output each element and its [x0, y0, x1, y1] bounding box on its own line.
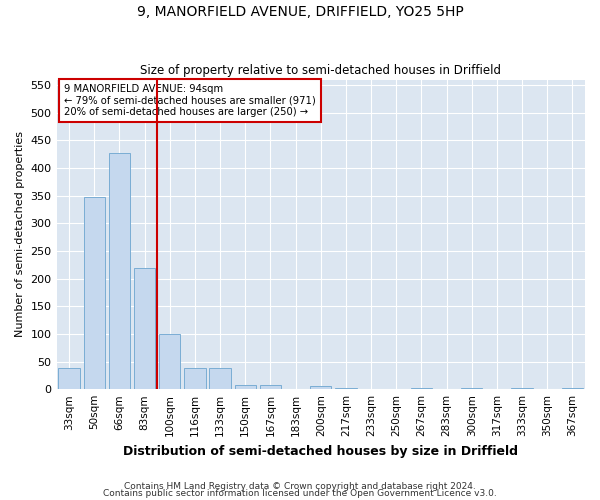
- Bar: [159, 334, 181, 389]
- Y-axis label: Number of semi-detached properties: Number of semi-detached properties: [15, 132, 25, 338]
- Bar: [109, 152, 130, 389]
- Bar: [184, 368, 206, 389]
- Text: 9, MANORFIELD AVENUE, DRIFFIELD, YO25 5HP: 9, MANORFIELD AVENUE, DRIFFIELD, YO25 5H…: [137, 5, 463, 19]
- Bar: [310, 386, 331, 389]
- X-axis label: Distribution of semi-detached houses by size in Driffield: Distribution of semi-detached houses by …: [123, 444, 518, 458]
- Text: 9 MANORFIELD AVENUE: 94sqm
← 79% of semi-detached houses are smaller (971)
20% o: 9 MANORFIELD AVENUE: 94sqm ← 79% of semi…: [64, 84, 316, 117]
- Bar: [511, 388, 533, 389]
- Bar: [134, 268, 155, 389]
- Title: Size of property relative to semi-detached houses in Driffield: Size of property relative to semi-detach…: [140, 64, 501, 77]
- Bar: [209, 368, 231, 389]
- Bar: [260, 385, 281, 389]
- Bar: [58, 368, 80, 389]
- Bar: [461, 388, 482, 389]
- Bar: [562, 388, 583, 389]
- Bar: [335, 388, 356, 389]
- Text: Contains public sector information licensed under the Open Government Licence v3: Contains public sector information licen…: [103, 489, 497, 498]
- Bar: [411, 388, 432, 389]
- Bar: [235, 385, 256, 389]
- Bar: [83, 197, 105, 389]
- Text: Contains HM Land Registry data © Crown copyright and database right 2024.: Contains HM Land Registry data © Crown c…: [124, 482, 476, 491]
